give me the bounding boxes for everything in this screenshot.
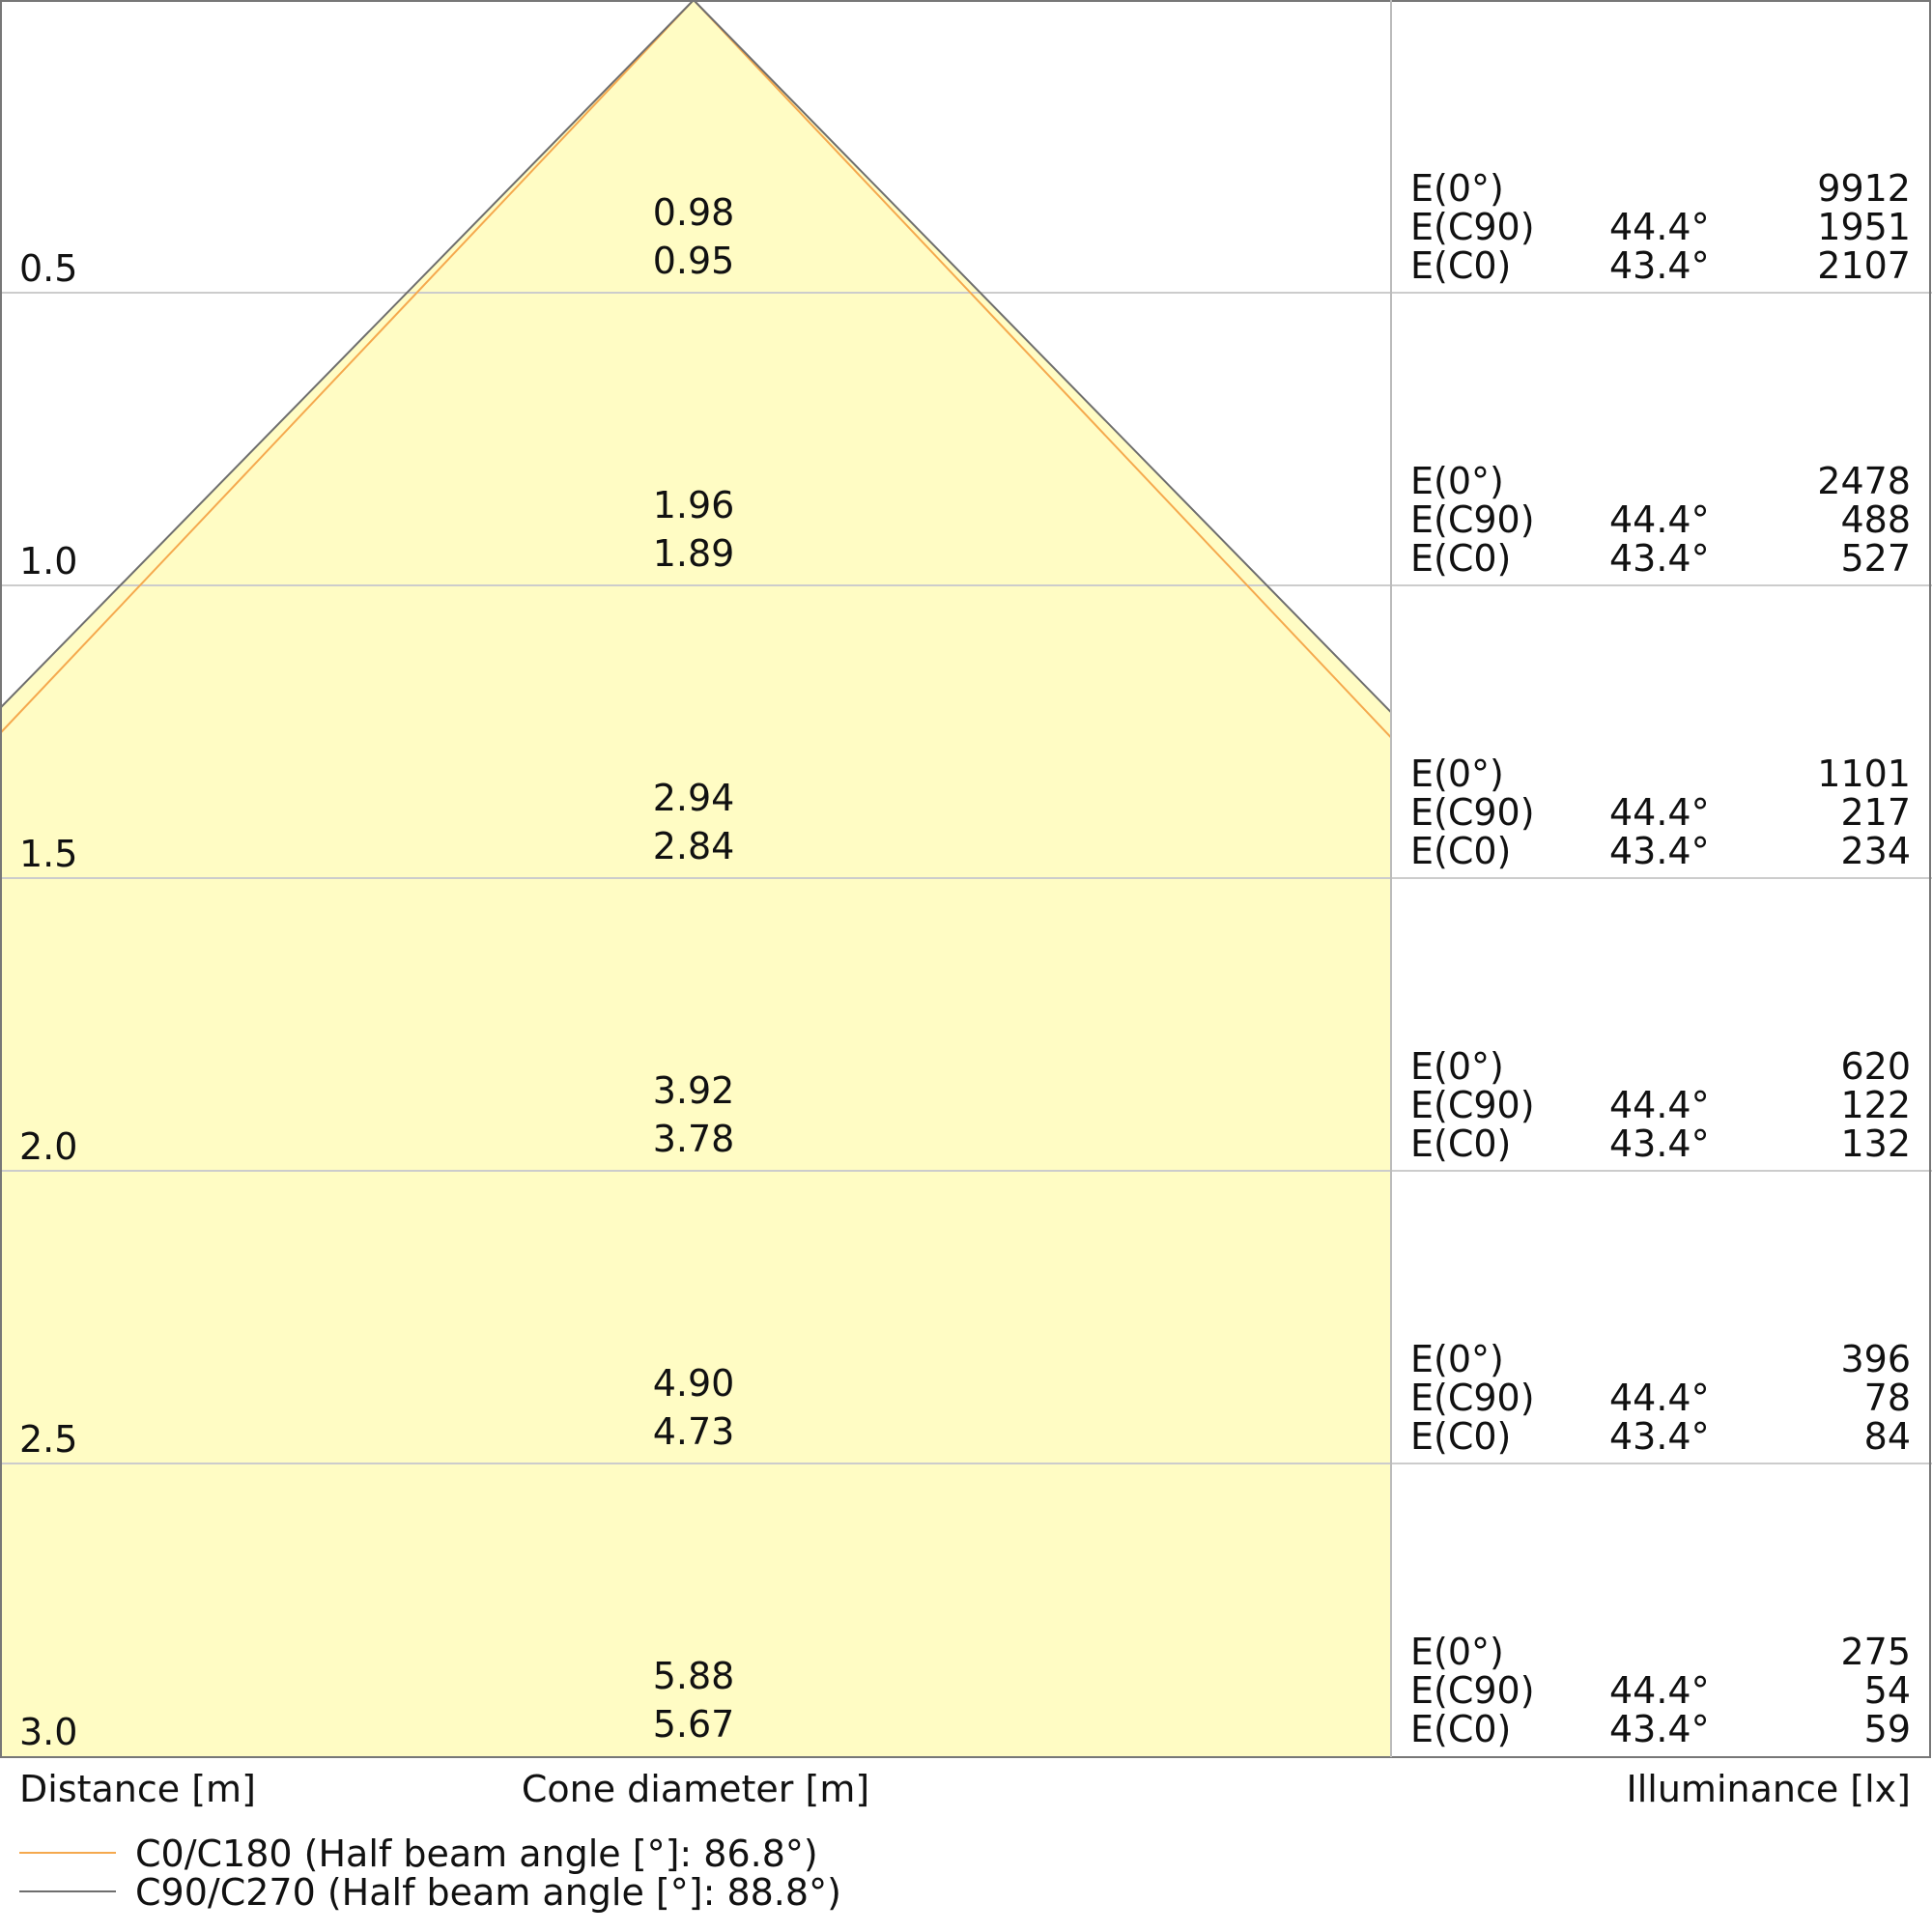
illuminance-label-c90: E(C90)	[1410, 206, 1535, 248]
illuminance-label-e0: E(0°)	[1410, 753, 1504, 795]
illuminance-label-c0: E(C0)	[1410, 537, 1511, 580]
illuminance-value-c0: 84	[1864, 1415, 1911, 1458]
illuminance-value-c0: 2107	[1817, 244, 1911, 287]
cone-diameter-c90: 4.90	[653, 1362, 735, 1405]
illuminance-label-c90: E(C90)	[1410, 498, 1535, 541]
x-label-cone-diameter: Cone diameter [m]	[522, 1768, 869, 1810]
illuminance-value-e0: 396	[1840, 1338, 1911, 1380]
distance-tick-label: 3.0	[19, 1711, 77, 1753]
illuminance-angle-c90: 44.4°	[1609, 206, 1710, 248]
illuminance-value-c0: 234	[1840, 830, 1911, 872]
cone-diameter-c90: 5.88	[653, 1655, 735, 1697]
legend-label-1: C90/C270 (Half beam angle [°]: 88.8°)	[135, 1871, 841, 1914]
illuminance-angle-c0: 43.4°	[1609, 1708, 1710, 1750]
illuminance-angle-c90: 44.4°	[1609, 498, 1710, 541]
illuminance-label-e0: E(0°)	[1410, 167, 1504, 210]
illuminance-angle-c0: 43.4°	[1609, 1122, 1710, 1165]
illuminance-label-c0: E(C0)	[1410, 1415, 1511, 1458]
illuminance-label-c0: E(C0)	[1410, 244, 1511, 287]
cone-diameter-c0: 4.73	[653, 1410, 735, 1453]
illuminance-angle-c90: 44.4°	[1609, 1377, 1710, 1419]
illuminance-value-c90: 122	[1840, 1084, 1911, 1126]
legend-label-0: C0/C180 (Half beam angle [°]: 86.8°)	[135, 1833, 818, 1875]
illuminance-value-c90: 488	[1840, 498, 1911, 541]
illuminance-angle-c90: 44.4°	[1609, 1084, 1710, 1126]
plot-border	[0, 0, 1931, 1758]
illuminance-label-e0: E(0°)	[1410, 1631, 1504, 1673]
illuminance-label-c90: E(C90)	[1410, 791, 1535, 834]
x-label-distance: Distance [m]	[19, 1768, 256, 1810]
illuminance-value-c90: 1951	[1817, 206, 1911, 248]
distance-tick-label: 2.5	[19, 1418, 77, 1461]
illuminance-value-c90: 217	[1840, 791, 1911, 834]
illuminance-label-c0: E(C0)	[1410, 830, 1511, 872]
illuminance-label-c90: E(C90)	[1410, 1669, 1535, 1712]
cone-diameter-c0: 1.89	[653, 532, 735, 575]
distance-tick-label: 1.0	[19, 540, 77, 582]
illuminance-label-e0: E(0°)	[1410, 460, 1504, 502]
cone-diameter-c0: 0.95	[653, 240, 735, 282]
distance-tick-label: 1.5	[19, 833, 77, 875]
illuminance-value-c90: 54	[1864, 1669, 1911, 1712]
illuminance-value-e0: 1101	[1817, 753, 1911, 795]
illuminance-label-c90: E(C90)	[1410, 1377, 1535, 1419]
illuminance-value-e0: 9912	[1817, 167, 1911, 210]
legend: C0/C180 (Half beam angle [°]: 86.8°)C90/…	[19, 1833, 841, 1914]
cone-diameter-c90: 3.92	[653, 1069, 735, 1112]
illuminance-value-c90: 78	[1864, 1377, 1911, 1419]
illuminance-angle-c0: 43.4°	[1609, 244, 1710, 287]
illuminance-label-c0: E(C0)	[1410, 1122, 1511, 1165]
illuminance-value-e0: 2478	[1817, 460, 1911, 502]
illuminance-value-c0: 59	[1864, 1708, 1911, 1750]
cone-diameter-c90: 1.96	[653, 484, 735, 526]
illuminance-angle-c90: 44.4°	[1609, 791, 1710, 834]
illuminance-angle-c0: 43.4°	[1609, 537, 1710, 580]
illuminance-value-c0: 132	[1840, 1122, 1911, 1165]
illuminance-label-e0: E(0°)	[1410, 1045, 1504, 1088]
x-label-illuminance: Illuminance [lx]	[1627, 1768, 1911, 1810]
cone-diameter-c90: 0.98	[653, 191, 735, 234]
illuminance-label-c0: E(C0)	[1410, 1708, 1511, 1750]
illuminance-angle-c0: 43.4°	[1609, 830, 1710, 872]
cone-diameter-c0: 5.67	[653, 1703, 735, 1746]
illuminance-label-e0: E(0°)	[1410, 1338, 1504, 1380]
cone-diameter-c0: 3.78	[653, 1118, 735, 1160]
illuminance-label-c90: E(C90)	[1410, 1084, 1535, 1126]
illuminance-value-e0: 275	[1840, 1631, 1911, 1673]
illuminance-angle-c0: 43.4°	[1609, 1415, 1710, 1458]
distance-tick-label: 2.0	[19, 1125, 77, 1168]
illuminance-angle-c90: 44.4°	[1609, 1669, 1710, 1712]
illuminance-value-c0: 527	[1840, 537, 1911, 580]
illuminance-value-e0: 620	[1840, 1045, 1911, 1088]
cone-diameter-c90: 2.94	[653, 777, 735, 819]
cone-diameter-c0: 2.84	[653, 825, 735, 867]
distance-tick-label: 0.5	[19, 247, 77, 290]
